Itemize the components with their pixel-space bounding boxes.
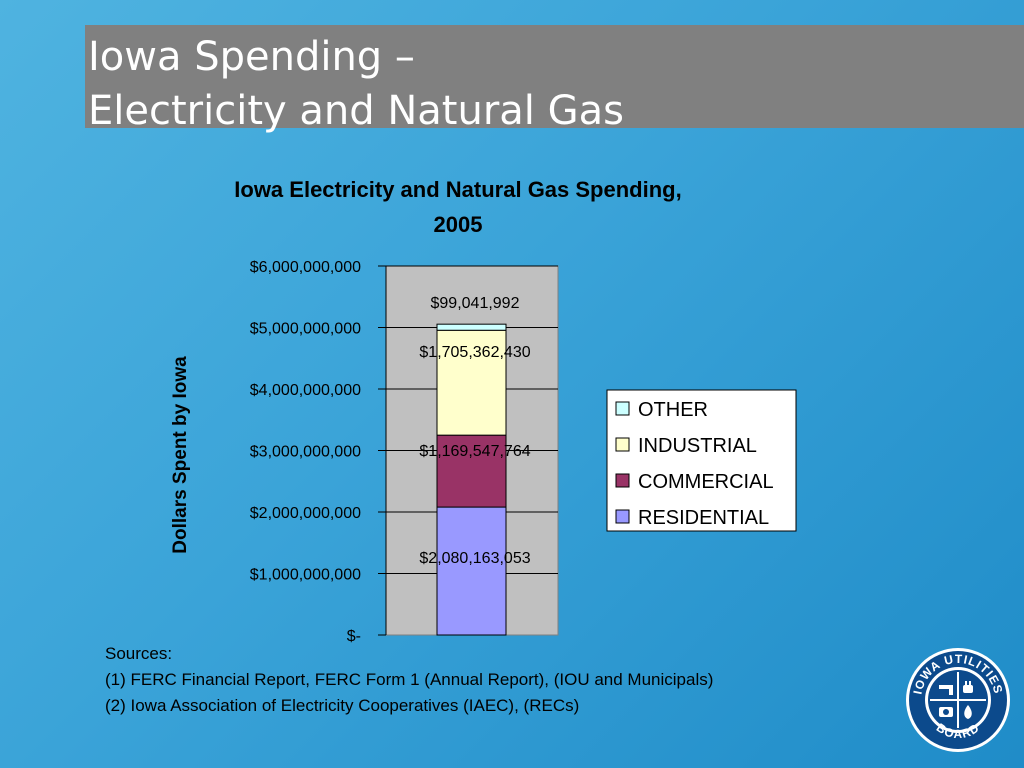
- chart-title-line-2: 2005: [433, 212, 483, 237]
- gas-flame-icon: [964, 705, 972, 719]
- bar-segment-industrial: [436, 329, 507, 436]
- telephone-icon: [939, 707, 953, 717]
- y-tick-label-5: $5,000,000,000: [250, 321, 361, 338]
- bar-segment-residential: [436, 506, 507, 636]
- y-tick-label-6: $6,000,000,000: [250, 259, 361, 276]
- y-tick-label-3: $3,000,000,000: [250, 444, 361, 461]
- plug-icon: [963, 681, 973, 693]
- legend-swatch-residential: [615, 509, 630, 524]
- legend-label-commercial: COMMERCIAL: [638, 471, 774, 493]
- y-axis-label: Dollars Spent by Iowa: [170, 356, 191, 554]
- y-tick-label-1: $1,000,000,000: [250, 567, 361, 584]
- bar-segment-commercial: [436, 434, 507, 508]
- title-bar: [85, 25, 1024, 128]
- legend-label-residential: RESIDENTIAL: [638, 507, 769, 529]
- legend-swatch-commercial: [615, 473, 630, 488]
- sources-block: Sources: (1) FERC Financial Report, FERC…: [105, 641, 713, 719]
- slide-title-line-1: Iowa Spending –: [88, 34, 415, 80]
- legend-box: [606, 389, 797, 532]
- y-tick-label-2: $2,000,000,000: [250, 505, 361, 522]
- legend-swatch-industrial: [615, 437, 630, 452]
- data-label-other: $99,041,992: [431, 295, 520, 312]
- source-line-2: (2) Iowa Association of Electricity Coop…: [105, 696, 580, 715]
- svg-text:BOARD: BOARD: [934, 720, 982, 741]
- logo-text-bottom: BOARD: [934, 720, 981, 741]
- legend-swatch-other: [615, 401, 630, 416]
- data-label-residential: $2,080,163,053: [419, 550, 530, 567]
- source-line-1: (1) FERC Financial Report, FERC Form 1 (…: [105, 670, 714, 689]
- y-tick-label-0: $-: [347, 628, 361, 645]
- iowa-utilities-board-logo: IOWA UTILITIES BOARD: [906, 648, 1010, 752]
- faucet-icon: [939, 685, 953, 695]
- bar-segment-other: [436, 323, 507, 331]
- data-label-commercial: $1,169,547,764: [419, 443, 530, 460]
- slide-title-line-2: Electricity and Natural Gas: [88, 88, 624, 134]
- legend-label-other: OTHER: [638, 399, 708, 421]
- sources-heading: Sources:: [105, 644, 173, 663]
- data-label-industrial: $1,705,362,430: [419, 344, 530, 361]
- chart-title-line-1: Iowa Electricity and Natural Gas Spendin…: [234, 177, 682, 202]
- y-tick-label-4: $4,000,000,000: [250, 382, 361, 399]
- legend-label-industrial: INDUSTRIAL: [638, 435, 757, 457]
